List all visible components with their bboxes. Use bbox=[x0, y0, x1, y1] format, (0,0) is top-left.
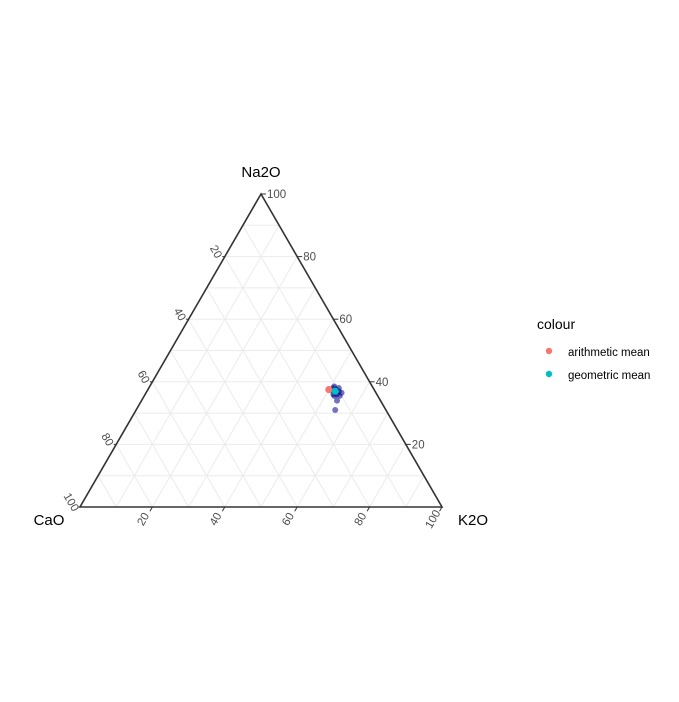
grid-line-left-50 bbox=[170, 350, 262, 508]
data-points bbox=[325, 383, 345, 413]
tick-label-k2o-80: 80 bbox=[353, 511, 370, 528]
point-geometric-mean bbox=[331, 387, 339, 395]
grid-line-right-10 bbox=[115, 225, 280, 508]
data-point-12 bbox=[334, 397, 341, 404]
tick-label-k2o-100: 100 bbox=[423, 508, 443, 531]
grid-line-right-90 bbox=[405, 475, 425, 508]
tick-label-k2o-20: 20 bbox=[135, 511, 152, 528]
tick-label-na2o-100: 100 bbox=[267, 189, 286, 201]
triangle-axes bbox=[78, 192, 444, 508]
grid-line-left-90 bbox=[97, 475, 117, 508]
grid-line-left-30 bbox=[206, 287, 334, 508]
tick-mark-k2o-100 bbox=[439, 506, 443, 512]
tick-label-na2o-60: 60 bbox=[339, 314, 352, 326]
legend-key-arithmetic-mean bbox=[545, 347, 553, 355]
legend-key-geometric-mean bbox=[545, 370, 553, 378]
tick-label-na2o-80: 80 bbox=[303, 252, 316, 264]
legend-label-geometric-mean: geometric mean bbox=[568, 370, 650, 382]
tick-label-cao-20: 20 bbox=[207, 244, 224, 261]
vertex-label-right: K2O bbox=[458, 512, 488, 529]
tick-labels: 20 20 20 40 40 40 60 60 60 80 80 80 100 100 100 bbox=[61, 189, 444, 531]
tick-label-cao-80: 80 bbox=[98, 431, 115, 448]
tick-label-na2o-40: 40 bbox=[376, 377, 389, 389]
tick-mark-k2o-20 bbox=[149, 506, 153, 512]
grid-line-left-80 bbox=[115, 444, 153, 508]
tick-label-cao-60: 60 bbox=[135, 369, 152, 386]
vertex-label-top: Na2O bbox=[241, 164, 280, 181]
grid-line-left-10 bbox=[242, 225, 407, 508]
legend-label-arithmetic-mean: arithmetic mean bbox=[568, 347, 650, 359]
legend: colour arithmetic mean geometric mean bbox=[537, 316, 650, 382]
tick-label-cao-40: 40 bbox=[171, 306, 188, 323]
grid-line-left-70 bbox=[133, 412, 190, 508]
grid-line-right-50 bbox=[260, 350, 352, 508]
legend-title: colour bbox=[537, 316, 575, 332]
tick-label-k2o-60: 60 bbox=[280, 511, 297, 528]
data-point-13 bbox=[332, 406, 339, 413]
vertex-label-left: CaO bbox=[34, 512, 65, 529]
grid-line-right-80 bbox=[369, 444, 407, 508]
grid-line-right-60 bbox=[296, 381, 371, 508]
tick-mark-k2o-40 bbox=[221, 506, 226, 512]
grid-line-left-60 bbox=[151, 381, 226, 508]
tick-mark-k2o-80 bbox=[366, 506, 371, 512]
tick-mark-k2o-60 bbox=[294, 506, 298, 512]
grid-line-right-70 bbox=[332, 412, 389, 508]
tick-label-na2o-20: 20 bbox=[412, 439, 425, 451]
tick-label-k2o-40: 40 bbox=[208, 511, 225, 528]
grid-line-right-30 bbox=[188, 287, 316, 508]
point-arithmetic-mean bbox=[325, 386, 333, 394]
grid-lines bbox=[97, 224, 425, 508]
data-point-5 bbox=[336, 392, 343, 399]
tick-label-cao-100: 100 bbox=[61, 491, 81, 514]
triangle-outline bbox=[78, 192, 444, 508]
